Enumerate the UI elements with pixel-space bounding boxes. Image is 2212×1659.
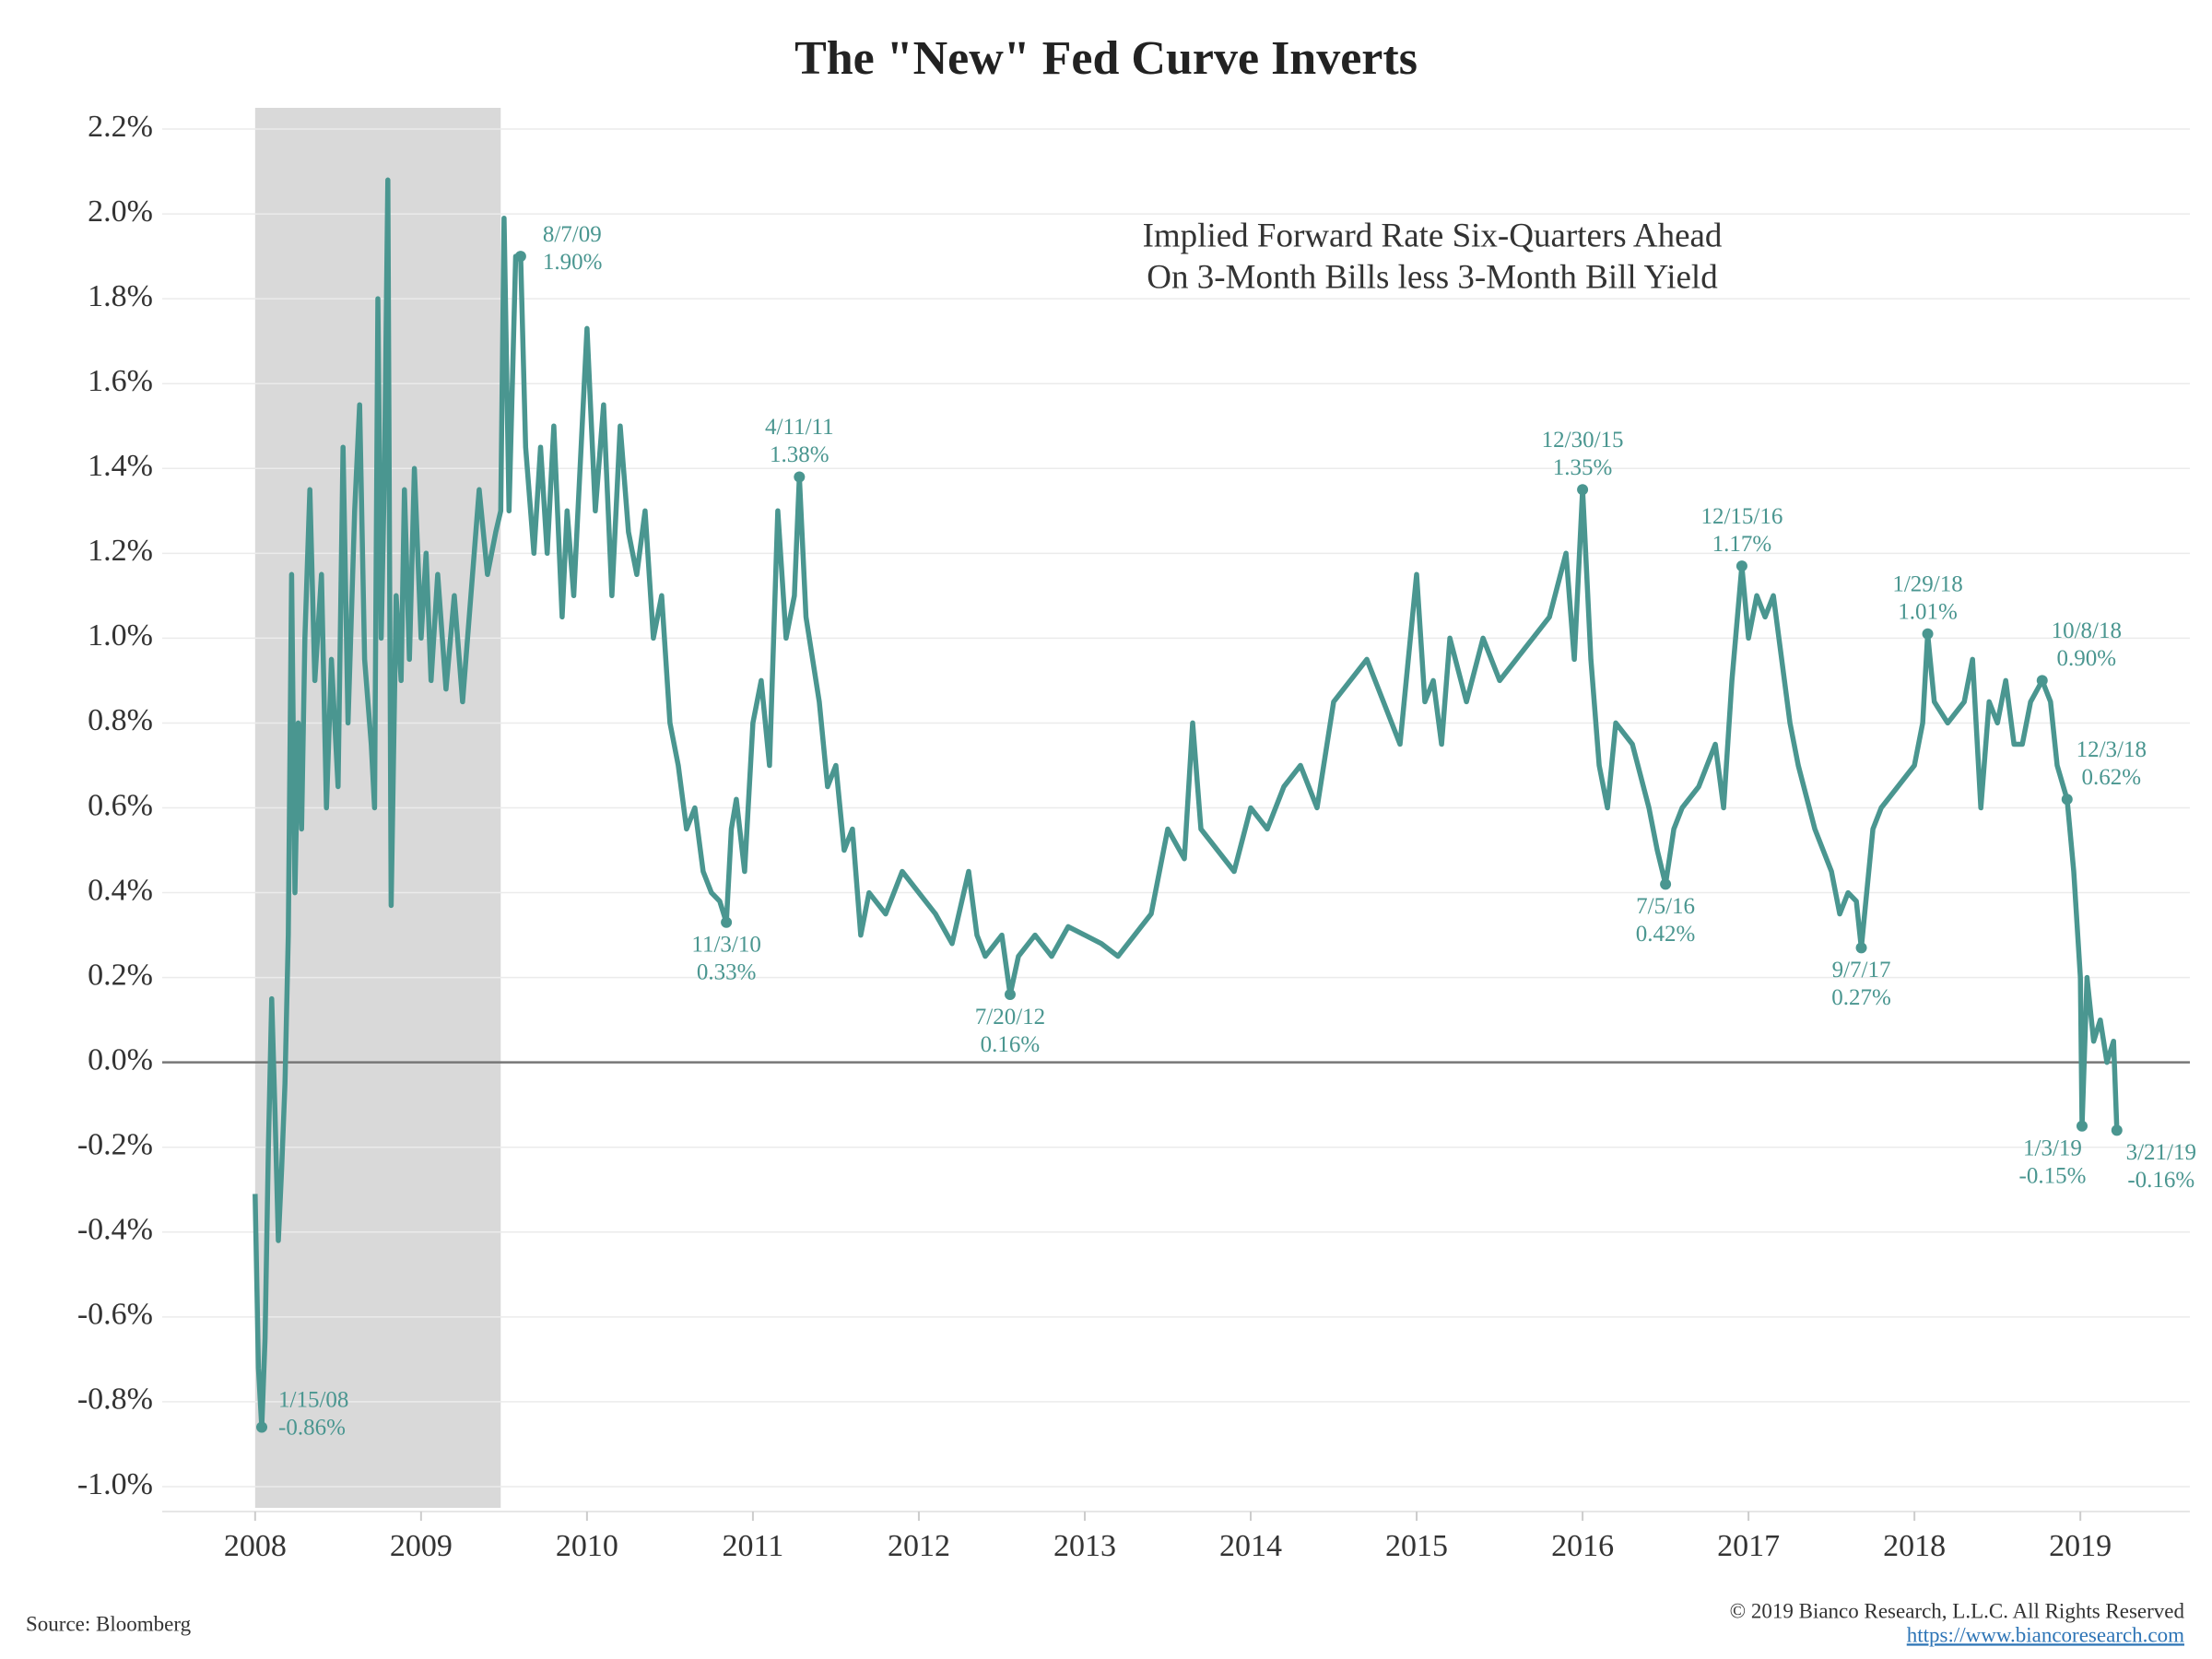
annotation-value: 1.17% bbox=[1712, 532, 1772, 557]
annotation-value: 1.38% bbox=[770, 442, 830, 467]
annotation-value: 0.62% bbox=[2081, 765, 2141, 790]
y-tick-label: -0.4% bbox=[77, 1213, 153, 1247]
annotation-value: 0.42% bbox=[1636, 922, 1696, 947]
annotation-date: 11/3/10 bbox=[691, 933, 760, 958]
x-tick-label: 2010 bbox=[556, 1529, 618, 1563]
annotation-date: 10/8/18 bbox=[2052, 618, 2122, 643]
annotation-dot bbox=[1855, 942, 1867, 954]
x-tick-label: 2012 bbox=[888, 1529, 950, 1563]
y-tick-label: 2.0% bbox=[88, 194, 153, 229]
x-tick-label: 2011 bbox=[723, 1529, 784, 1563]
annotation-dot bbox=[2036, 675, 2048, 687]
y-tick-label: 0.2% bbox=[88, 958, 153, 992]
annotation-dot bbox=[514, 251, 526, 263]
y-tick-label: 1.8% bbox=[88, 279, 153, 313]
annotation-value: 0.33% bbox=[697, 960, 757, 985]
y-tick-label: 0.8% bbox=[88, 703, 153, 737]
chart-title: The "New" Fed Curve Inverts bbox=[794, 32, 1418, 85]
annotation-dot bbox=[2061, 794, 2073, 806]
annotation-date: 1/15/08 bbox=[278, 1387, 348, 1412]
annotation-dot bbox=[1735, 560, 1747, 572]
annotation-date: 7/5/16 bbox=[1636, 894, 1695, 919]
annotation-value: 0.16% bbox=[981, 1032, 1041, 1057]
annotation-date: 3/21/19 bbox=[2126, 1140, 2196, 1165]
annotation-value: 1.01% bbox=[1898, 600, 1958, 625]
annotation-value: -0.15% bbox=[2019, 1163, 2087, 1188]
annotation-dot bbox=[794, 471, 806, 483]
y-tick-label: 2.2% bbox=[88, 110, 153, 144]
annotation-date: 4/11/11 bbox=[765, 415, 834, 440]
x-tick-label: 2019 bbox=[2049, 1529, 2112, 1563]
annotation-date: 12/3/18 bbox=[2077, 737, 2147, 762]
y-tick-label: 0.4% bbox=[88, 873, 153, 907]
annotation-value: 0.27% bbox=[1831, 985, 1891, 1010]
x-tick-label: 2018 bbox=[1883, 1529, 1946, 1563]
source: Source: Bloomberg bbox=[26, 1612, 192, 1635]
annotation-dot bbox=[2076, 1120, 2088, 1132]
y-tick-label: 1.2% bbox=[88, 534, 153, 568]
y-tick-label: -0.6% bbox=[77, 1298, 153, 1332]
y-tick-label: -0.8% bbox=[77, 1382, 153, 1417]
annotation-dot bbox=[2111, 1124, 2123, 1136]
x-tick-label: 2014 bbox=[1219, 1529, 1282, 1563]
y-tick-label: 0.0% bbox=[88, 1042, 153, 1077]
annotation-date: 8/7/09 bbox=[543, 222, 602, 247]
annotation-value: -0.86% bbox=[278, 1415, 346, 1440]
subtitle: Implied Forward Rate Six-Quarters Ahead bbox=[1143, 217, 1723, 254]
annotation-dot bbox=[1660, 878, 1672, 890]
x-tick-label: 2013 bbox=[1053, 1529, 1116, 1563]
annotation-date: 12/30/15 bbox=[1542, 428, 1624, 453]
annotation-date: 1/29/18 bbox=[1892, 572, 1962, 597]
annotation-value: 0.90% bbox=[2056, 646, 2116, 671]
y-tick-label: -0.2% bbox=[77, 1128, 153, 1162]
annotation-dot bbox=[1922, 628, 1934, 640]
annotation-date: 7/20/12 bbox=[975, 1005, 1045, 1030]
data-line bbox=[253, 177, 2120, 1430]
annotation-date: 9/7/17 bbox=[1832, 958, 1891, 982]
subtitle: On 3-Month Bills less 3-Month Bill Yield bbox=[1147, 258, 1718, 296]
y-tick-label: 1.0% bbox=[88, 618, 153, 653]
annotation-dot bbox=[721, 916, 733, 928]
x-tick-label: 2009 bbox=[390, 1529, 453, 1563]
annotation-value: 1.35% bbox=[1553, 455, 1613, 480]
x-tick-label: 2008 bbox=[224, 1529, 287, 1563]
y-tick-label: 0.6% bbox=[88, 788, 153, 822]
annotation-value: 1.90% bbox=[543, 250, 603, 275]
y-tick-label: 1.6% bbox=[88, 364, 153, 398]
x-tick-label: 2015 bbox=[1385, 1529, 1448, 1563]
x-tick-label: 2017 bbox=[1717, 1529, 1780, 1563]
annotation-date: 12/15/16 bbox=[1700, 504, 1783, 529]
url[interactable]: https://www.biancoresearch.com bbox=[1907, 1623, 2184, 1646]
annotation-dot bbox=[1577, 484, 1589, 496]
y-tick-label: 1.4% bbox=[88, 449, 153, 483]
annotation-date: 1/3/19 bbox=[2023, 1135, 2082, 1160]
copyright: © 2019 Bianco Research, L.L.C. All Right… bbox=[1730, 1599, 2185, 1622]
annotation-value: -0.16% bbox=[2127, 1168, 2194, 1193]
annotation-dot bbox=[256, 1421, 268, 1433]
x-tick-label: 2016 bbox=[1551, 1529, 1614, 1563]
annotation-dot bbox=[1004, 989, 1016, 1001]
y-tick-label: -1.0% bbox=[77, 1467, 153, 1501]
